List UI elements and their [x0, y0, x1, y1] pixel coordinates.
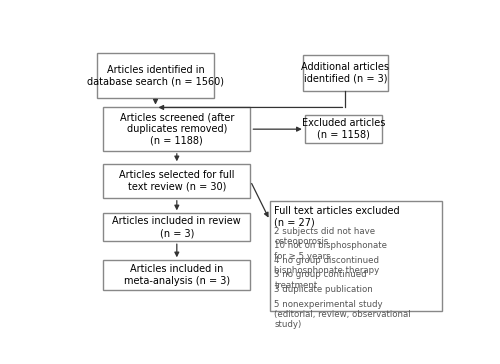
FancyBboxPatch shape	[304, 115, 382, 143]
FancyBboxPatch shape	[103, 213, 251, 241]
Text: 10 not on bisphosphonate
for ≥ 5 years: 10 not on bisphosphonate for ≥ 5 years	[274, 241, 388, 261]
Text: Articles included in
meta-analysis (n = 3): Articles included in meta-analysis (n = …	[124, 264, 230, 286]
Text: Articles screened (after
duplicates removed)
(n = 1188): Articles screened (after duplicates remo…	[120, 112, 234, 146]
Text: 3 duplicate publication: 3 duplicate publication	[274, 285, 373, 294]
Text: 4 no group discontinued
bisphosphonate therapy: 4 no group discontinued bisphosphonate t…	[274, 256, 380, 275]
FancyBboxPatch shape	[303, 55, 388, 91]
Text: Articles included in review
(n = 3): Articles included in review (n = 3)	[112, 217, 241, 238]
Text: 5 nonexperimental study
(editorial, review, observational
study): 5 nonexperimental study (editorial, revi…	[274, 300, 411, 329]
Text: Articles selected for full
text review (n = 30): Articles selected for full text review (…	[119, 170, 234, 192]
Text: Excluded articles
(n = 1158): Excluded articles (n = 1158)	[302, 118, 385, 140]
FancyBboxPatch shape	[270, 201, 442, 311]
Text: Articles identified in
database search (n = 1560): Articles identified in database search (…	[87, 65, 224, 87]
FancyBboxPatch shape	[103, 164, 251, 198]
Text: Full text articles excluded
(n = 27): Full text articles excluded (n = 27)	[274, 206, 400, 227]
FancyBboxPatch shape	[103, 107, 251, 151]
Text: 2 subjects did not have
osteoporosis: 2 subjects did not have osteoporosis	[274, 227, 376, 246]
FancyBboxPatch shape	[98, 54, 214, 98]
Text: Additional articles
identified (n = 3): Additional articles identified (n = 3)	[302, 62, 390, 84]
Text: 3 no group continued
treatment: 3 no group continued treatment	[274, 270, 367, 290]
FancyBboxPatch shape	[103, 260, 251, 290]
